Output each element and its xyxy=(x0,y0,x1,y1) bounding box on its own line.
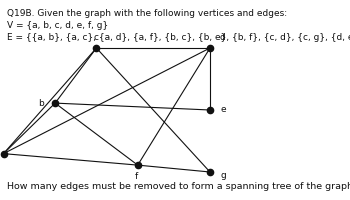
Text: e: e xyxy=(220,106,226,114)
Text: f: f xyxy=(134,172,138,181)
Text: V = {a, b, c, d, e, f, g}: V = {a, b, c, d, e, f, g} xyxy=(7,21,108,30)
Text: d: d xyxy=(219,32,225,42)
Text: E = {{a, b}, {a, c}, {a, d}, {a, f}, {b, c}, {b, e}, {b, f}, {c, d}, {c, g}, {d,: E = {{a, b}, {a, c}, {a, d}, {a, f}, {b,… xyxy=(7,33,350,42)
Text: Q19B. Given the graph with the following vertices and edges:: Q19B. Given the graph with the following… xyxy=(7,9,287,18)
Text: g: g xyxy=(220,171,226,180)
Text: b: b xyxy=(38,99,44,108)
Text: c: c xyxy=(94,32,99,42)
Text: How many edges must be removed to form a spanning tree of the graph?: How many edges must be removed to form a… xyxy=(7,182,350,191)
